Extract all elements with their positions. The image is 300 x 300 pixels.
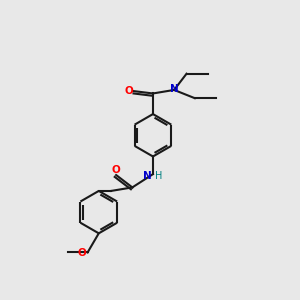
Text: O: O (124, 86, 133, 96)
Text: N: N (170, 84, 179, 94)
Text: O: O (112, 165, 121, 175)
Text: H: H (155, 171, 163, 181)
Text: O: O (78, 248, 87, 258)
Text: N: N (143, 171, 152, 181)
